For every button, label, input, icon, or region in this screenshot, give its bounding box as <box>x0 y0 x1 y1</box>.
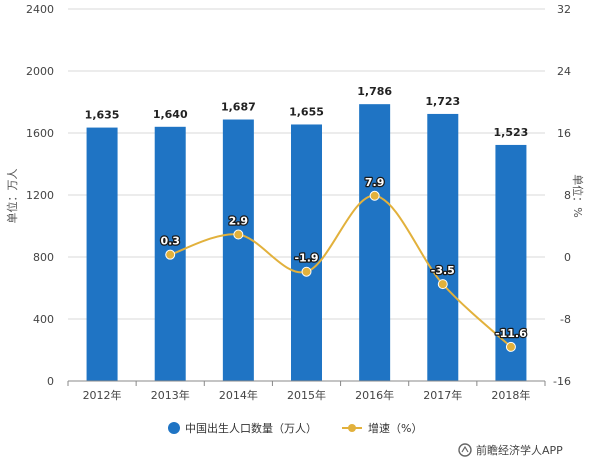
right-tick-label: -8 <box>560 313 571 326</box>
right-axis-title: 单位：% <box>571 174 585 217</box>
bar-series: 1,635 1,640 1,687 1,655 1,786 1,723 1,523 <box>85 85 529 382</box>
bar-value-label: 1,640 <box>153 108 188 121</box>
left-tick-label: 800 <box>33 251 54 264</box>
line-point <box>165 249 176 260</box>
right-axis-ticks: -16 -8 0 8 16 24 32 <box>553 3 571 388</box>
bar-value-label: 1,786 <box>357 85 392 98</box>
x-tick-label: 2012年 <box>83 388 122 402</box>
bar <box>427 113 459 381</box>
bar <box>495 144 527 381</box>
line-point <box>233 229 244 240</box>
legend-bar-label: 中国出生人口数量（万人） <box>185 421 317 435</box>
line-point <box>505 341 516 352</box>
bar <box>359 104 391 382</box>
bar-value-label: 1,635 <box>85 109 120 122</box>
legend: 中国出生人口数量（万人） 增速（%） <box>168 421 422 435</box>
source-attribution: 前瞻经济学人APP <box>458 443 563 457</box>
line-value-label: -11.6 <box>495 327 527 340</box>
bar-value-label: 1,523 <box>494 126 529 139</box>
right-tick-label: 0 <box>564 251 571 264</box>
line-value-label: 7.9 <box>365 176 385 189</box>
x-tick-label: 2013年 <box>151 388 190 402</box>
line-point <box>437 279 448 290</box>
source-text: 前瞻经济学人APP <box>476 443 563 457</box>
left-tick-label: 2000 <box>26 65 54 78</box>
line-point <box>301 266 312 277</box>
x-tick-label: 2014年 <box>219 388 258 402</box>
x-tick-label: 2015年 <box>287 388 326 402</box>
left-axis-title: 单位：万人 <box>5 169 19 224</box>
right-tick-label: 8 <box>564 189 571 202</box>
right-tick-label: 16 <box>557 127 571 140</box>
bar <box>222 119 254 381</box>
left-tick-label: 1600 <box>26 127 54 140</box>
bar-value-label: 1,687 <box>221 101 256 114</box>
bar <box>291 124 322 381</box>
left-tick-label: 2400 <box>26 3 54 16</box>
x-tick-label: 2017年 <box>423 388 462 402</box>
line-value-label: 0.3 <box>160 235 180 248</box>
right-tick-label: -16 <box>553 375 571 388</box>
source-logo-mark <box>461 445 469 453</box>
right-tick-label: 32 <box>557 3 571 16</box>
left-tick-label: 0 <box>47 375 54 388</box>
bar-value-label: 1,723 <box>425 95 460 108</box>
legend-bar-marker <box>168 422 180 434</box>
bar-value-label: 1,655 <box>289 105 324 118</box>
line-value-label: -1.9 <box>294 252 318 265</box>
line-value-label: -3.5 <box>431 264 455 277</box>
x-tick-label: 2016年 <box>355 388 394 402</box>
legend-line-dot <box>348 424 356 432</box>
line-series: 0.3 2.9 -1.9 7.9 -3.5 -11.6 <box>159 175 528 352</box>
right-tick-label: 24 <box>557 65 571 78</box>
line-value-label: 2.9 <box>229 215 249 228</box>
x-axis-ticks: 2012年 2013年 2014年 2015年 2016年 2017年 2018年 <box>67 381 546 402</box>
left-tick-label: 400 <box>33 313 54 326</box>
left-tick-label: 1200 <box>26 189 54 202</box>
growth-rate-line <box>169 194 512 348</box>
left-axis-ticks: 0 400 800 1200 1600 2000 2400 <box>26 3 54 388</box>
line-point <box>369 190 380 201</box>
legend-line-label: 增速（%） <box>368 421 422 435</box>
source-logo-icon <box>458 443 472 457</box>
bar <box>86 127 118 381</box>
x-tick-label: 2018年 <box>491 388 530 402</box>
